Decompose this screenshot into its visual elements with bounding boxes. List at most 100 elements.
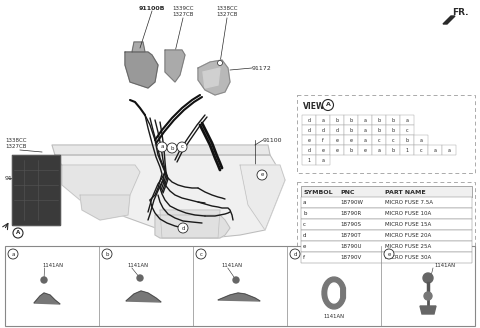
Circle shape [167,143,177,153]
Polygon shape [328,283,339,303]
Bar [372,145,386,155]
Polygon shape [80,195,130,220]
Bar [358,145,372,155]
Bar [301,252,472,263]
Text: e: e [303,244,306,249]
Text: 18790T: 18790T [340,233,361,238]
Bar [372,135,386,145]
Text: d: d [303,233,307,238]
Polygon shape [52,145,270,155]
Polygon shape [55,155,285,238]
Text: PNC: PNC [340,190,355,195]
Text: 1141AN: 1141AN [127,263,148,268]
Bar [316,155,330,165]
Text: d: d [181,226,185,231]
Text: c: c [180,145,183,150]
Polygon shape [12,155,60,225]
Text: e: e [363,148,367,153]
Text: a: a [303,200,307,205]
Text: a: a [420,137,422,142]
Text: c: c [420,148,422,153]
Polygon shape [240,165,285,230]
Polygon shape [34,293,60,304]
Text: 1339CC: 1339CC [172,6,194,11]
Circle shape [41,277,47,283]
Bar [344,125,358,135]
Text: b: b [349,117,353,122]
Text: b: b [391,148,395,153]
Text: b: b [391,117,395,122]
Text: c: c [406,128,408,133]
Text: 1327CB: 1327CB [172,12,194,17]
Bar [302,135,316,145]
Text: 91100B: 91100B [139,6,165,11]
Text: c: c [378,137,380,142]
Text: d: d [322,128,324,133]
Bar [302,145,316,155]
Text: MICRO FUSE 20A: MICRO FUSE 20A [385,233,431,238]
Circle shape [177,142,187,152]
Text: 18790U: 18790U [340,244,361,249]
Text: a: a [447,148,451,153]
Circle shape [423,273,433,283]
Bar [330,145,344,155]
Text: PART NAME: PART NAME [385,190,426,195]
Text: 1141AN: 1141AN [221,263,242,268]
Text: c: c [392,137,394,142]
Text: a: a [433,148,436,153]
Text: 91188: 91188 [5,175,24,180]
Text: 18790V: 18790V [340,255,361,260]
Circle shape [157,142,167,152]
Bar [5,246,475,326]
Polygon shape [62,165,140,205]
Bar [297,182,475,264]
Text: b: b [377,117,381,122]
Bar [400,135,414,145]
Text: 1: 1 [406,148,408,153]
Text: e: e [387,252,391,256]
Bar [414,145,428,155]
Text: b: b [406,137,408,142]
Text: e: e [336,148,338,153]
Polygon shape [132,42,145,52]
Text: MICRO FUSE 15A: MICRO FUSE 15A [385,222,431,227]
Bar [358,115,372,125]
Bar [301,241,472,252]
Text: A: A [16,231,20,236]
Text: c: c [200,252,203,256]
Circle shape [424,292,432,300]
Circle shape [137,275,143,281]
Bar [316,115,330,125]
Bar [344,145,358,155]
Text: VIEW: VIEW [303,102,325,111]
Text: MICRO FUSE 7.5A: MICRO FUSE 7.5A [385,200,433,205]
Bar [372,115,386,125]
Text: 1327CB: 1327CB [216,12,238,17]
Text: e: e [349,137,352,142]
Circle shape [8,249,18,259]
Text: 1141AN: 1141AN [434,263,455,268]
Text: 18790W: 18790W [340,200,363,205]
Text: a: a [160,145,164,150]
Bar [344,115,358,125]
Circle shape [217,60,223,66]
Text: SYMBOL: SYMBOL [303,190,333,195]
Bar [330,135,344,145]
Text: e: e [322,148,324,153]
Polygon shape [203,68,220,88]
Text: d: d [307,148,311,153]
Bar [301,208,472,219]
Text: e: e [308,137,311,142]
Text: d: d [336,128,338,133]
Bar [442,145,456,155]
Polygon shape [443,16,455,24]
Bar [358,135,372,145]
Bar [301,186,472,197]
Polygon shape [126,291,161,302]
Circle shape [196,249,206,259]
Text: 1141AN: 1141AN [43,263,63,268]
Text: 91172: 91172 [252,66,272,71]
Text: b: b [170,146,174,151]
Circle shape [13,228,23,238]
Text: a: a [363,128,367,133]
